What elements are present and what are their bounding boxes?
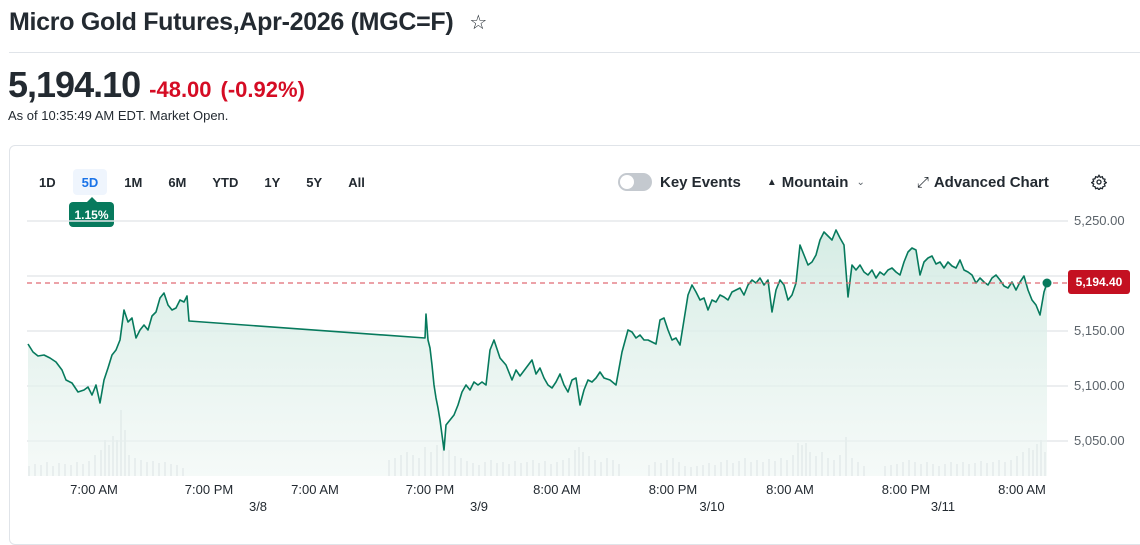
y-tick-5150: 5,150.00 bbox=[1074, 323, 1125, 338]
y-tick-5050: 5,050.00 bbox=[1074, 433, 1125, 448]
advanced-chart-button[interactable]: ⤢ Advanced Chart bbox=[917, 174, 1049, 191]
range-1y[interactable]: 1Y bbox=[264, 174, 281, 190]
x-tick: 8:00 PM bbox=[648, 482, 698, 497]
price-area-fill bbox=[28, 230, 1047, 476]
price-change-percent: (-0.92%) bbox=[220, 77, 305, 102]
expand-arrow-icon: ⤢ bbox=[916, 173, 929, 191]
current-price: 5,194.10 bbox=[8, 64, 141, 105]
y-tick-5250: 5,250.00 bbox=[1074, 213, 1125, 228]
toggle-switch[interactable] bbox=[618, 173, 652, 191]
chart-type-dropdown[interactable]: ▲ Mountain ⌄ bbox=[767, 174, 865, 191]
quote-header: Micro Gold Futures,Apr-2026 (MGC=F) ☆ bbox=[9, 8, 487, 37]
price-change: -48.00 bbox=[149, 77, 212, 102]
mountain-icon: ▲ bbox=[766, 176, 777, 188]
y-tick-5100: 5,100.00 bbox=[1074, 378, 1125, 393]
x-tick: 7:00 AM bbox=[70, 482, 118, 497]
market-status: As of 10:35:49 AM EDT. Market Open. bbox=[8, 108, 229, 123]
chevron-down-icon: ⌄ bbox=[856, 176, 865, 188]
star-outline-icon[interactable]: ☆ bbox=[469, 12, 488, 34]
x-tick-date: 3/10 bbox=[699, 499, 725, 514]
range-5d[interactable]: 5D bbox=[72, 169, 108, 195]
range-change-badge: 1.15% bbox=[69, 197, 114, 227]
range-5y[interactable]: 5Y bbox=[306, 174, 323, 190]
range-ytd[interactable]: YTD bbox=[212, 174, 239, 190]
price-row: 5,194.10 -48.00 (-0.92%) bbox=[8, 64, 305, 106]
price-chart[interactable] bbox=[0, 0, 1140, 517]
last-price-dot bbox=[1042, 278, 1052, 288]
x-tick: 8:00 AM bbox=[766, 482, 814, 497]
range-selector: 1D 5D 1M 6M YTD 1Y 5Y All bbox=[30, 169, 382, 195]
range-1d[interactable]: 1D bbox=[39, 174, 56, 190]
x-tick: 8:00 AM bbox=[533, 482, 581, 497]
range-6m[interactable]: 6M bbox=[168, 174, 187, 190]
last-price-tag: 5,194.40 bbox=[1068, 270, 1130, 294]
x-tick-date: 3/11 bbox=[930, 499, 956, 514]
chart-controls: Key Events ▲ Mountain ⌄ ⤢ Advanced Chart bbox=[618, 170, 1107, 194]
price-line bbox=[27, 229, 1048, 451]
advanced-chart-label: Advanced Chart bbox=[933, 173, 1049, 191]
x-tick-date: 3/8 bbox=[248, 499, 268, 514]
header-divider bbox=[9, 52, 1140, 53]
range-1m[interactable]: 1M bbox=[124, 174, 143, 190]
range-all[interactable]: All bbox=[348, 174, 365, 190]
key-events-toggle[interactable]: Key Events bbox=[618, 173, 741, 191]
x-tick: 7:00 PM bbox=[184, 482, 234, 497]
x-tick: 8:00 AM bbox=[998, 482, 1046, 497]
gear-icon[interactable] bbox=[1090, 174, 1107, 190]
x-tick-date: 3/9 bbox=[469, 499, 489, 514]
key-events-label: Key Events bbox=[660, 173, 741, 191]
x-tick: 8:00 PM bbox=[881, 482, 931, 497]
chart-type-label: Mountain bbox=[781, 173, 849, 191]
page-title: Micro Gold Futures,Apr-2026 (MGC=F) bbox=[9, 8, 454, 36]
x-tick: 7:00 AM bbox=[291, 482, 339, 497]
x-tick: 7:00 PM bbox=[405, 482, 455, 497]
